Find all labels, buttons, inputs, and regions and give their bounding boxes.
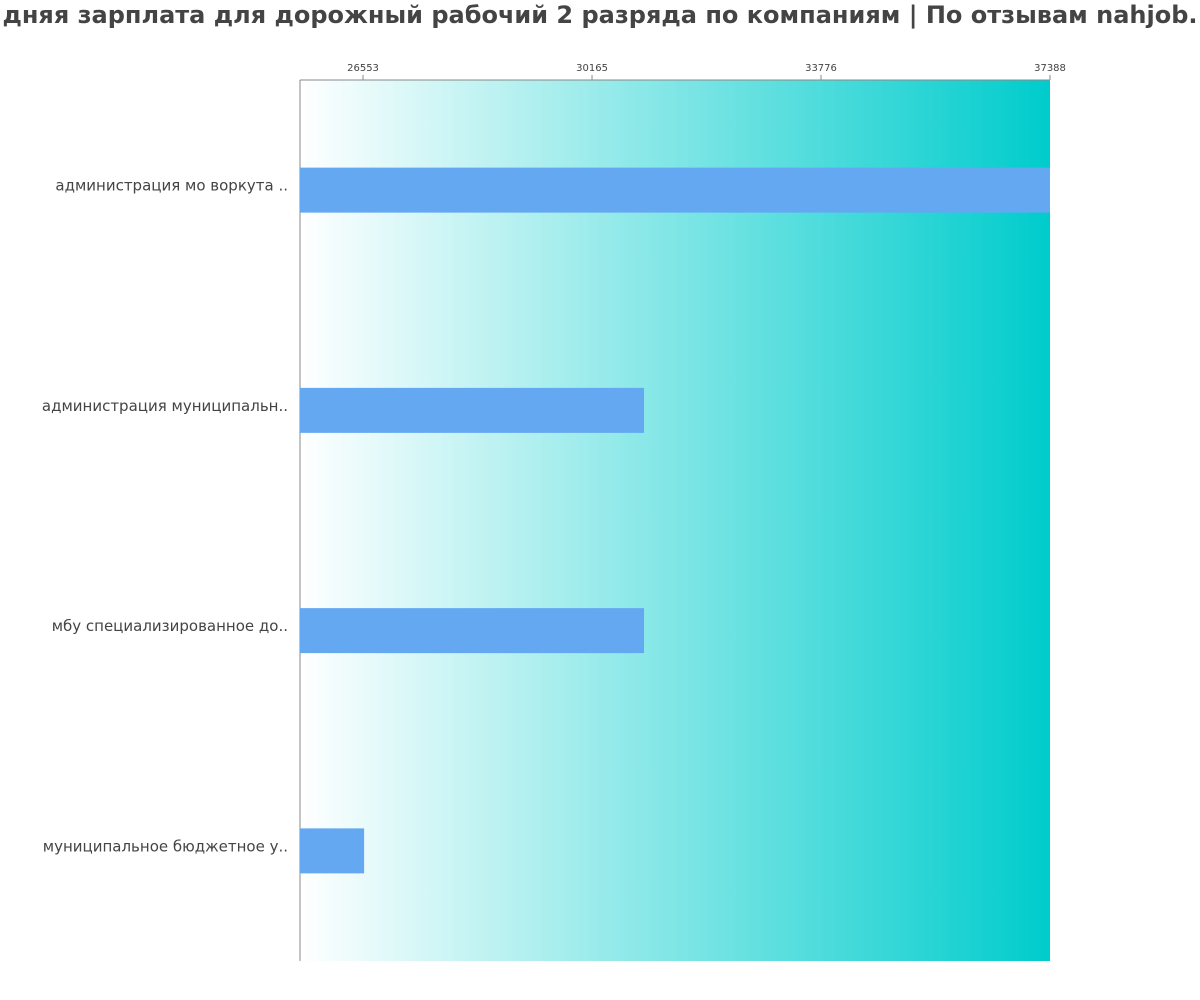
bar [300, 608, 645, 654]
y-tick-label: администрация мо воркута .. [55, 177, 288, 195]
bar [300, 828, 365, 874]
x-tick-label: 37388 [1034, 63, 1066, 74]
x-tick-label: 30165 [576, 63, 608, 74]
chart-title: дняя зарплата для дорожный рабочий 2 раз… [2, 1, 1197, 29]
y-tick-label: муниципальное бюджетное у.. [43, 837, 288, 855]
y-tick-label: мбу специализированное до.. [52, 617, 288, 635]
bar [300, 167, 1050, 213]
y-tick-label: администрация муниципальн.. [42, 397, 288, 415]
plot-background [300, 80, 1050, 961]
x-tick-label: 26553 [347, 63, 379, 74]
x-tick-label: 33776 [805, 63, 837, 74]
bar [300, 387, 645, 433]
